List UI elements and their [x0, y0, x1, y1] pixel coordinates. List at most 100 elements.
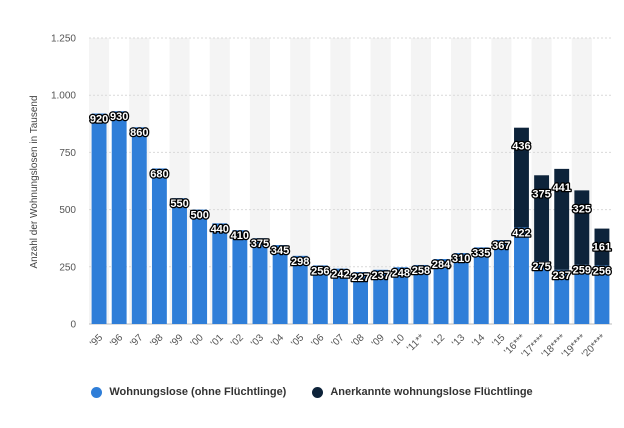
bar-refugees[interactable] [594, 228, 610, 266]
background-band [330, 38, 351, 324]
data-label-homeless: 298 [291, 256, 309, 268]
data-label-homeless: 500 [190, 210, 208, 222]
data-label-homeless: 860 [130, 127, 148, 139]
y-tick-label: 1.250 [51, 34, 76, 45]
background-band [370, 38, 391, 324]
background-band [451, 38, 472, 324]
data-label-refugees: 441 [553, 182, 571, 194]
bar-homeless[interactable] [292, 255, 308, 324]
x-tick-label: '05 [289, 332, 306, 349]
bar-homeless[interactable] [373, 269, 389, 324]
legend-item-refugees[interactable]: Anerkannte wohnungslose Flüchtlinge [312, 386, 533, 398]
data-label-homeless: 256 [593, 265, 611, 277]
x-tick-label: '09 [370, 332, 387, 349]
bar-homeless[interactable] [554, 269, 570, 324]
data-label-homeless: 335 [472, 247, 490, 259]
y-tick-label: 750 [59, 148, 76, 159]
bar-homeless[interactable] [111, 111, 127, 324]
x-tick-label: '13 [450, 332, 467, 349]
bar-homeless[interactable] [91, 113, 107, 324]
bar-refugees[interactable] [574, 190, 590, 265]
data-label-homeless: 237 [371, 270, 389, 282]
x-tick-label: '97 [128, 332, 145, 349]
bar-homeless[interactable] [252, 238, 268, 324]
bar-homeless[interactable] [493, 240, 509, 324]
x-tick-label: '01 [209, 332, 226, 349]
x-tick-label: '98 [149, 332, 166, 349]
bar-homeless[interactable] [151, 168, 167, 324]
bar-homeless[interactable] [232, 230, 248, 324]
x-tick-label: '07 [330, 332, 347, 349]
data-label-homeless: 275 [532, 261, 550, 273]
data-label-refugees: 436 [512, 141, 530, 153]
x-tick-label: '95 [88, 332, 105, 349]
bar-homeless[interactable] [393, 267, 409, 324]
bar-homeless[interactable] [433, 259, 449, 324]
bar-homeless[interactable] [192, 209, 208, 324]
data-label-homeless: 256 [311, 265, 329, 277]
data-label-homeless: 920 [90, 114, 108, 126]
y-tick-label: 0 [70, 320, 76, 331]
data-label-refugees: 161 [593, 242, 611, 254]
bar-homeless[interactable] [413, 264, 429, 324]
bar-homeless[interactable] [272, 245, 288, 324]
y-tick-label: 500 [59, 205, 76, 216]
bar-homeless[interactable] [312, 265, 328, 324]
data-label-homeless: 680 [150, 168, 168, 180]
data-label-homeless: 259 [573, 265, 591, 277]
bar-homeless[interactable] [212, 223, 228, 324]
bar-homeless[interactable] [534, 261, 550, 324]
data-label-homeless: 930 [110, 111, 128, 123]
data-label-homeless: 237 [553, 270, 571, 282]
x-tick-label: '04 [269, 332, 286, 349]
x-tick-label: '00 [189, 332, 206, 349]
bar-homeless[interactable] [332, 268, 348, 324]
x-tick-label: '02 [229, 332, 246, 349]
bar-homeless[interactable] [574, 264, 590, 324]
y-tick-label: 250 [59, 262, 76, 273]
data-label-homeless: 550 [170, 198, 188, 210]
legend: Wohnungslose (ohne Flüchtlinge) Anerkann… [0, 386, 624, 398]
bar-refugees[interactable] [534, 175, 550, 262]
data-label-homeless: 410 [231, 230, 249, 242]
bar-homeless[interactable] [453, 253, 469, 324]
legend-marker-refugees [312, 386, 324, 398]
x-tick-label: '08 [350, 332, 367, 349]
bar-homeless[interactable] [594, 265, 610, 324]
data-label-homeless: 227 [351, 272, 369, 284]
data-label-homeless: 284 [432, 259, 451, 271]
x-tick-label: '06 [309, 332, 326, 349]
background-band [290, 38, 311, 324]
bar-homeless[interactable] [353, 272, 369, 324]
bar-homeless[interactable] [514, 227, 529, 324]
data-label-homeless: 367 [492, 240, 510, 252]
bar-refugees[interactable] [554, 168, 570, 270]
bar-homeless[interactable] [172, 198, 187, 324]
data-label-homeless: 422 [512, 227, 530, 239]
alternating-bands [89, 38, 592, 324]
x-tick-label: '11** [405, 332, 427, 354]
y-axis-ticks: 0 250 500 750 1.000 1.250 [51, 34, 76, 331]
x-tick-label: '96 [108, 332, 125, 349]
data-label-refugees: 325 [573, 203, 591, 215]
data-label-homeless: 440 [211, 223, 229, 235]
data-label-homeless: 345 [271, 245, 289, 257]
data-label-homeless: 375 [251, 238, 269, 250]
legend-item-homeless[interactable]: Wohnungslose (ohne Flüchtlinge) [91, 386, 286, 398]
x-tick-label: '99 [169, 332, 186, 349]
x-axis-ticks: '95'96'97'98'99'00'01'02'03'04'05'06'07 '… [88, 332, 608, 360]
y-axis-title: Anzahl der Wohnungslosen in Tausend [29, 95, 40, 268]
bar-homeless[interactable] [473, 247, 489, 324]
bars [91, 111, 610, 325]
background-band [410, 38, 431, 324]
x-tick-label: '14 [470, 332, 487, 349]
data-label-homeless: 310 [452, 253, 470, 265]
bar-refugees[interactable] [514, 127, 529, 228]
bar-homeless[interactable] [131, 127, 147, 325]
y-tick-label: 1.000 [51, 91, 76, 102]
data-label-homeless: 258 [412, 265, 430, 277]
data-label-homeless: 248 [392, 267, 410, 279]
legend-label-refugees: Anerkannte wohnungslose Flüchtlinge [330, 386, 533, 398]
